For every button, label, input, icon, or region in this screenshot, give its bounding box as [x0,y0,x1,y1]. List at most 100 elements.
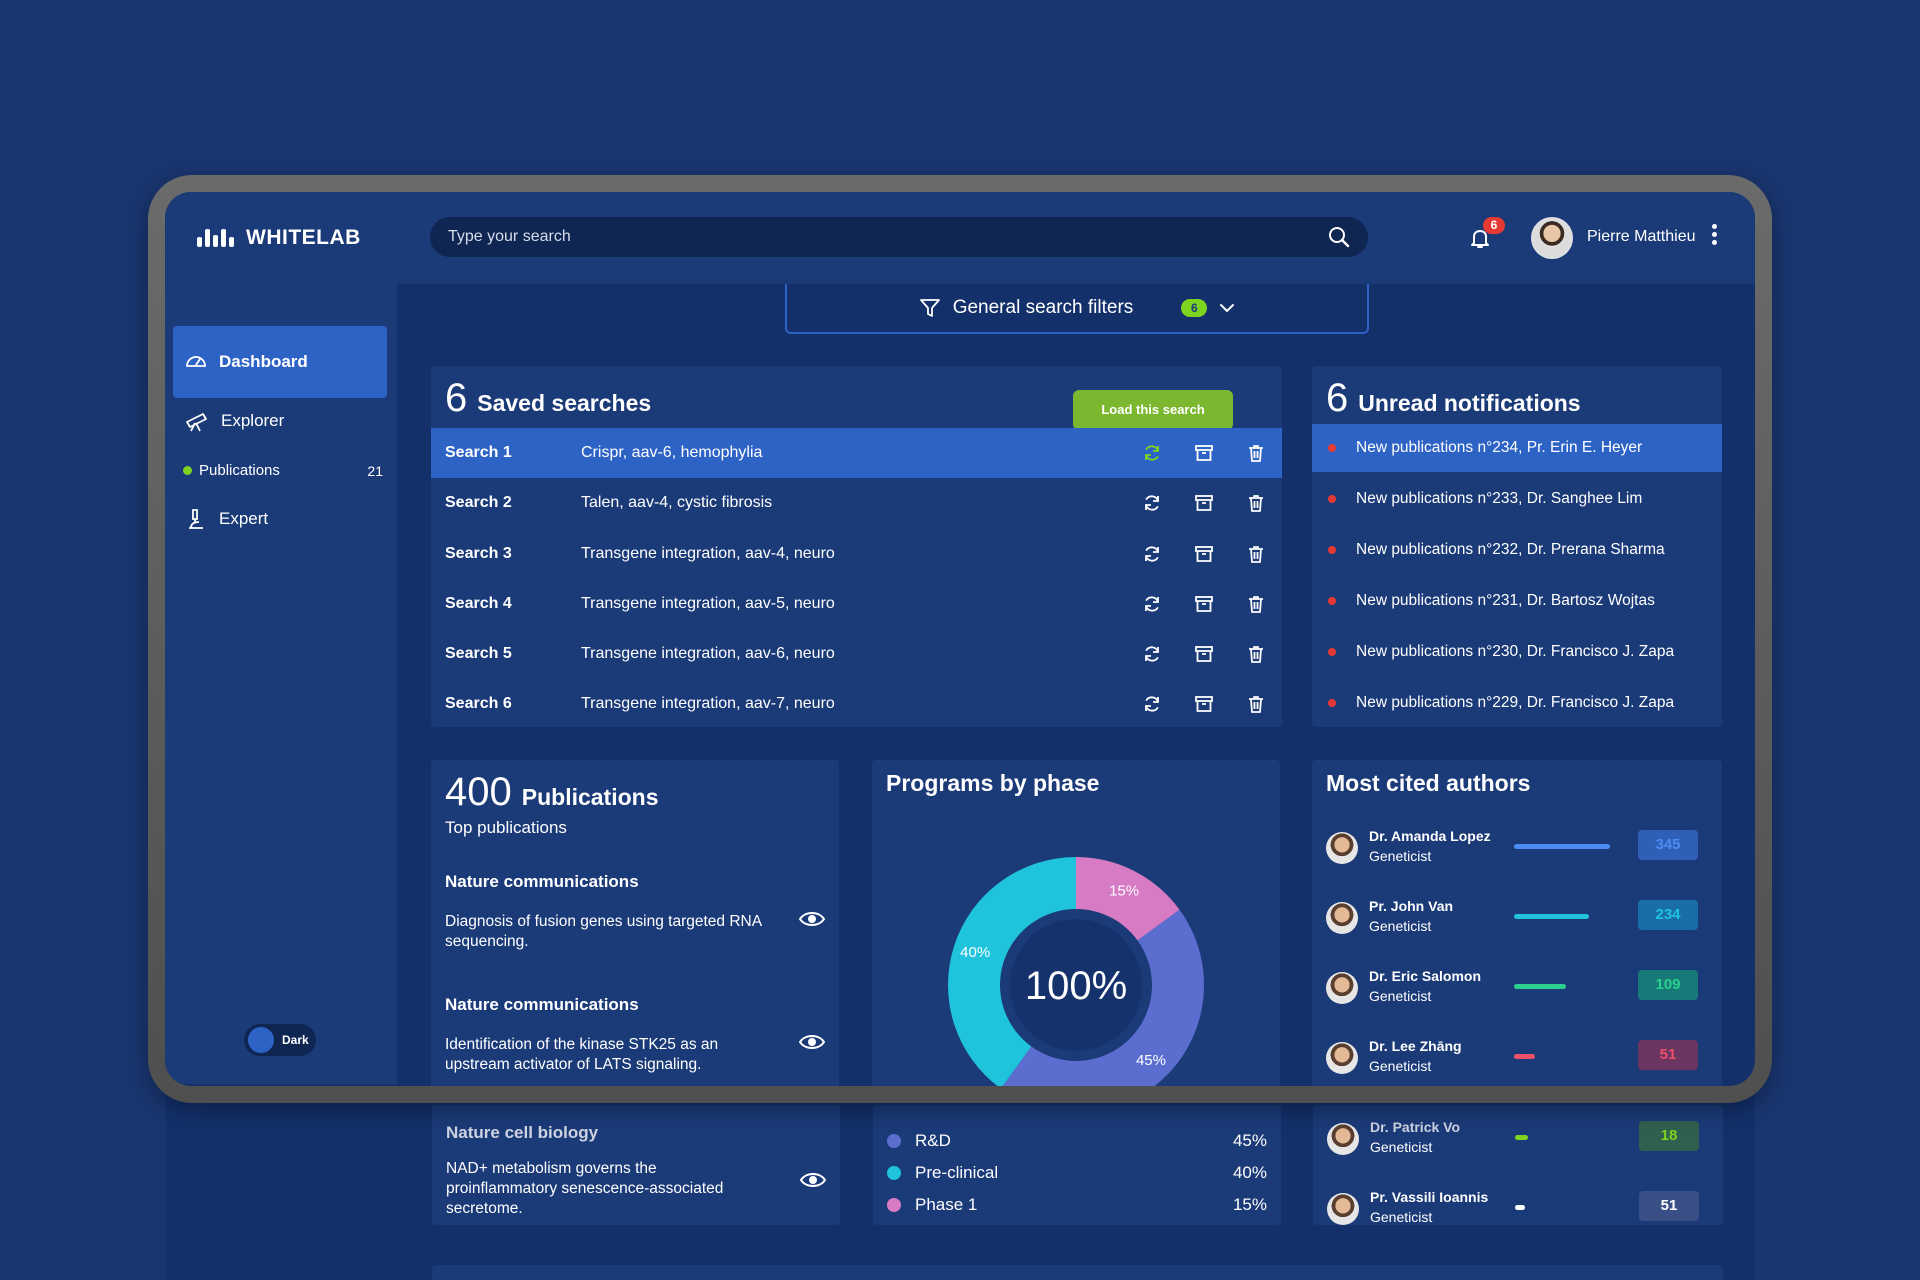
archive-icon[interactable] [1194,694,1214,714]
saved-search-name: Search 1 [445,444,512,461]
toggle-knob [248,1027,274,1053]
citation-bar [1515,1205,1525,1210]
saved-search-terms: Transgene integration, aav-5, neuro [581,595,835,612]
saved-search-terms: Talen, aav-4, cystic fibrosis [581,494,773,511]
eye-icon[interactable] [799,1033,825,1051]
eye-icon[interactable] [799,910,825,928]
publications-card-overflow: Nature cell biology NAD+ metabolism gove… [432,1105,840,1225]
publication-item-1[interactable]: Nature communications Diagnosis of fusio… [445,872,825,952]
user-name[interactable]: Pierre Matthieu [1587,228,1696,245]
archive-icon[interactable] [1194,544,1214,564]
avatar[interactable] [1531,217,1573,259]
search-icon[interactable] [1328,226,1350,248]
author-role: Geneticist [1369,988,1432,1004]
sidebar-item-publications[interactable]: Publications 21 [183,462,383,479]
general-search-filters[interactable]: General search filters 6 [785,284,1369,334]
refresh-icon[interactable] [1142,443,1162,463]
trash-icon[interactable] [1246,644,1266,664]
refresh-icon[interactable] [1142,694,1162,714]
next-card-edge [432,1265,1723,1280]
publication-item-2[interactable]: Nature communications Identification of … [445,995,825,1075]
sidebar-item-dashboard[interactable]: Dashboard [173,326,387,398]
saved-search-row[interactable]: Search 4 Transgene integration, aav-5, ne… [431,579,1282,629]
programs-donut-chart: 15% 45% 40% 100% [948,857,1204,1086]
donut-slice[interactable] [1076,857,1180,941]
app-screen: WHITELAB Type your search 6 Pierre Matth… [165,192,1755,1086]
author-role: Geneticist [1369,848,1432,864]
theme-toggle[interactable]: Dark [244,1024,316,1056]
notification-item[interactable]: New publications n°230, Dr. Francisco J.… [1312,628,1722,676]
app-name: WHITELAB [246,226,361,249]
donut-slice[interactable] [948,857,1076,1086]
saved-search-row[interactable]: Search 6 Transgene integration, aav-7, ne… [431,679,1282,727]
trash-icon[interactable] [1246,493,1266,513]
toggle-label: Dark [282,1033,309,1047]
trash-icon[interactable] [1246,594,1266,614]
notification-item[interactable]: New publications n°233, Dr. Sanghee Lim [1312,475,1722,523]
slice-label: 45% [1136,1052,1166,1069]
archive-icon[interactable] [1194,443,1214,463]
app-logo[interactable]: WHITELAB [197,226,361,250]
publication-journal: Nature communications [445,872,639,891]
donut-center [1010,919,1142,1051]
more-menu-icon[interactable] [1712,224,1717,245]
author-row[interactable]: Dr. Amanda Lopez Geneticist 345 [1326,826,1708,876]
citation-count: 51 [1638,1040,1698,1070]
avatar [1326,832,1358,864]
author-row[interactable]: Dr. Lee Zhāng Geneticist 51 [1326,1036,1708,1086]
legend-item-preclinical: Pre-clinical 40% [887,1163,1267,1183]
notification-text: New publications n°233, Dr. Sanghee Lim [1356,490,1643,507]
trash-icon[interactable] [1246,544,1266,564]
notification-item[interactable]: New publications n°232, Dr. Prerana Shar… [1312,526,1722,574]
chevron-down-icon[interactable] [1219,303,1235,313]
publication-journal: Nature communications [445,995,639,1014]
trash-icon[interactable] [1246,443,1266,463]
status-dot [183,466,192,475]
refresh-icon[interactable] [1142,644,1162,664]
author-role: Geneticist [1370,1209,1433,1225]
slice-label: 15% [1109,883,1139,900]
saved-search-row[interactable]: Search 5 Transgene integration, aav-6, ne… [431,629,1282,679]
refresh-icon[interactable] [1142,544,1162,564]
avatar [1327,1193,1359,1225]
archive-icon[interactable] [1194,493,1214,513]
eye-icon[interactable] [800,1171,826,1189]
notification-item[interactable]: New publications n°231, Dr. Bartosz Wojt… [1312,577,1722,625]
saved-search-row[interactable]: Search 1 Crispr, aav-6, hemophylia [431,428,1282,478]
saved-search-row[interactable]: Search 2 Talen, aav-4, cystic fibrosis [431,478,1282,528]
trash-icon[interactable] [1246,694,1266,714]
unread-dot [1328,444,1336,452]
saved-search-name: Search 3 [445,545,512,562]
refresh-icon[interactable] [1142,594,1162,614]
avatar [1327,1123,1359,1155]
legend-percent: 45% [1232,1131,1267,1150]
author-name: Pr. Vassili Ioannis [1370,1189,1489,1205]
legend-label: Pre-clinical [915,1163,999,1182]
author-row[interactable]: Pr. Vassili Ioannis Geneticist 51 [1327,1187,1709,1237]
publication-item-3[interactable]: Nature cell biology NAD+ metabolism gove… [446,1123,826,1219]
programs-title: Programs by phase [886,770,1100,796]
refresh-icon[interactable] [1142,493,1162,513]
publications-count: 400 [445,770,512,814]
filters-count-badge: 6 [1181,299,1208,317]
saved-search-row[interactable]: Search 3 Transgene integration, aav-4, ne… [431,529,1282,579]
search-input[interactable]: Type your search [430,217,1368,257]
notification-badge: 6 [1483,217,1505,234]
sidebar-item-expert[interactable]: Expert [173,494,387,544]
notification-item[interactable]: New publications n°229, Dr. Francisco J.… [1312,679,1722,727]
bell-icon[interactable] [1468,226,1492,250]
authors-title: Most cited authors [1326,770,1531,796]
archive-icon[interactable] [1194,594,1214,614]
author-row[interactable]: Pr. John Van Geneticist 234 [1326,896,1708,946]
author-row[interactable]: Dr. Eric Salomon Geneticist 109 [1326,966,1708,1016]
dashboard-icon [186,356,206,367]
sidebar-item-explorer[interactable]: Explorer [173,396,387,446]
legend-label: Phase 1 [915,1195,978,1214]
notification-text: New publications n°229, Dr. Francisco J.… [1356,694,1675,711]
donut-slice[interactable] [1001,909,1204,1086]
citation-count: 18 [1639,1121,1699,1151]
slice-label: 40% [960,944,990,961]
notification-item[interactable]: New publications n°234, Pr. Erin E. Heye… [1312,424,1722,472]
archive-icon[interactable] [1194,644,1214,664]
author-row[interactable]: Dr. Patrick Vo Geneticist 18 [1327,1117,1709,1167]
